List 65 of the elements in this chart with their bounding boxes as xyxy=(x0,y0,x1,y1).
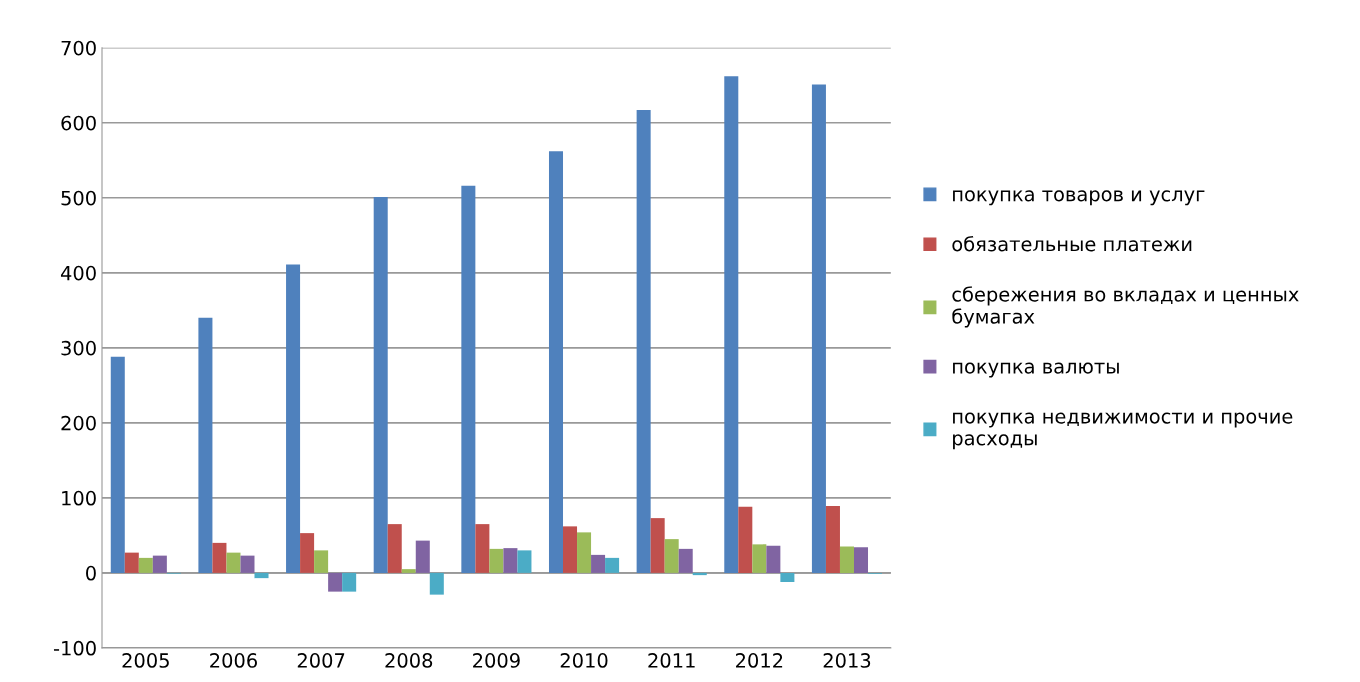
bar xyxy=(517,550,532,573)
bar xyxy=(328,572,343,592)
bar xyxy=(766,545,781,573)
y-tick-label: 400 xyxy=(60,265,96,281)
bar xyxy=(605,557,620,573)
bar xyxy=(415,540,430,573)
bar xyxy=(678,548,693,573)
bar xyxy=(226,552,241,573)
bar xyxy=(342,572,357,592)
x-tick-label: 2009 xyxy=(473,653,520,668)
bar xyxy=(198,317,213,573)
bar xyxy=(124,552,139,573)
y-tick-label: 700 xyxy=(61,40,96,56)
x-tick-label: 2013 xyxy=(823,653,871,668)
bar xyxy=(738,506,753,573)
x-tick-label: 2011 xyxy=(648,653,695,668)
bar xyxy=(429,572,444,595)
bar xyxy=(461,185,476,573)
bar xyxy=(373,197,388,573)
bar xyxy=(286,264,301,573)
x-tick-label: 2008 xyxy=(385,653,433,668)
bar xyxy=(254,572,269,579)
bar xyxy=(752,544,767,573)
bar xyxy=(724,76,739,573)
x-tick-label: 2006 xyxy=(210,653,257,668)
bar xyxy=(212,542,227,573)
bar xyxy=(110,356,125,573)
bar xyxy=(489,548,504,573)
x-tick-label: 2012 xyxy=(736,653,783,668)
bar xyxy=(650,518,665,573)
bar xyxy=(839,546,854,573)
bar xyxy=(314,550,329,573)
bar xyxy=(240,555,255,573)
y-tick-label: 200 xyxy=(61,415,96,431)
legend-label: покупка товаров и услуг xyxy=(953,190,1205,206)
bar xyxy=(664,539,679,573)
bar xyxy=(780,572,795,582)
bar xyxy=(387,524,402,573)
bar xyxy=(636,110,651,573)
y-tick-label: -100 xyxy=(53,640,96,656)
y-tick-label: 500 xyxy=(61,190,96,206)
bar xyxy=(811,84,826,573)
bar xyxy=(300,533,315,573)
legend-label: покупка недвижимости и прочие расходы xyxy=(953,412,1293,450)
bar xyxy=(401,569,416,573)
x-tick-label: 2005 xyxy=(122,653,169,668)
y-tick-label: 100 xyxy=(62,490,96,506)
legend-label: покупка валюты xyxy=(953,362,1119,378)
x-tick-label: 2010 xyxy=(560,653,608,668)
legend-label: сбережения во вкладах и ценных бумагах xyxy=(952,286,1299,328)
x-tick-label: 2007 xyxy=(297,653,345,668)
bar xyxy=(138,557,153,573)
legend-label: обязательные платежи xyxy=(952,236,1192,252)
bar xyxy=(825,506,840,573)
y-tick-label: 600 xyxy=(61,115,96,131)
bar xyxy=(591,554,606,573)
bar xyxy=(853,547,869,573)
bar xyxy=(548,151,564,573)
y-tick-label: 0 xyxy=(86,565,96,581)
bar xyxy=(152,555,167,573)
bar xyxy=(577,532,592,573)
bar xyxy=(503,548,518,573)
bar xyxy=(563,526,578,573)
y-tick-label: 300 xyxy=(61,340,96,356)
bar xyxy=(475,524,490,573)
